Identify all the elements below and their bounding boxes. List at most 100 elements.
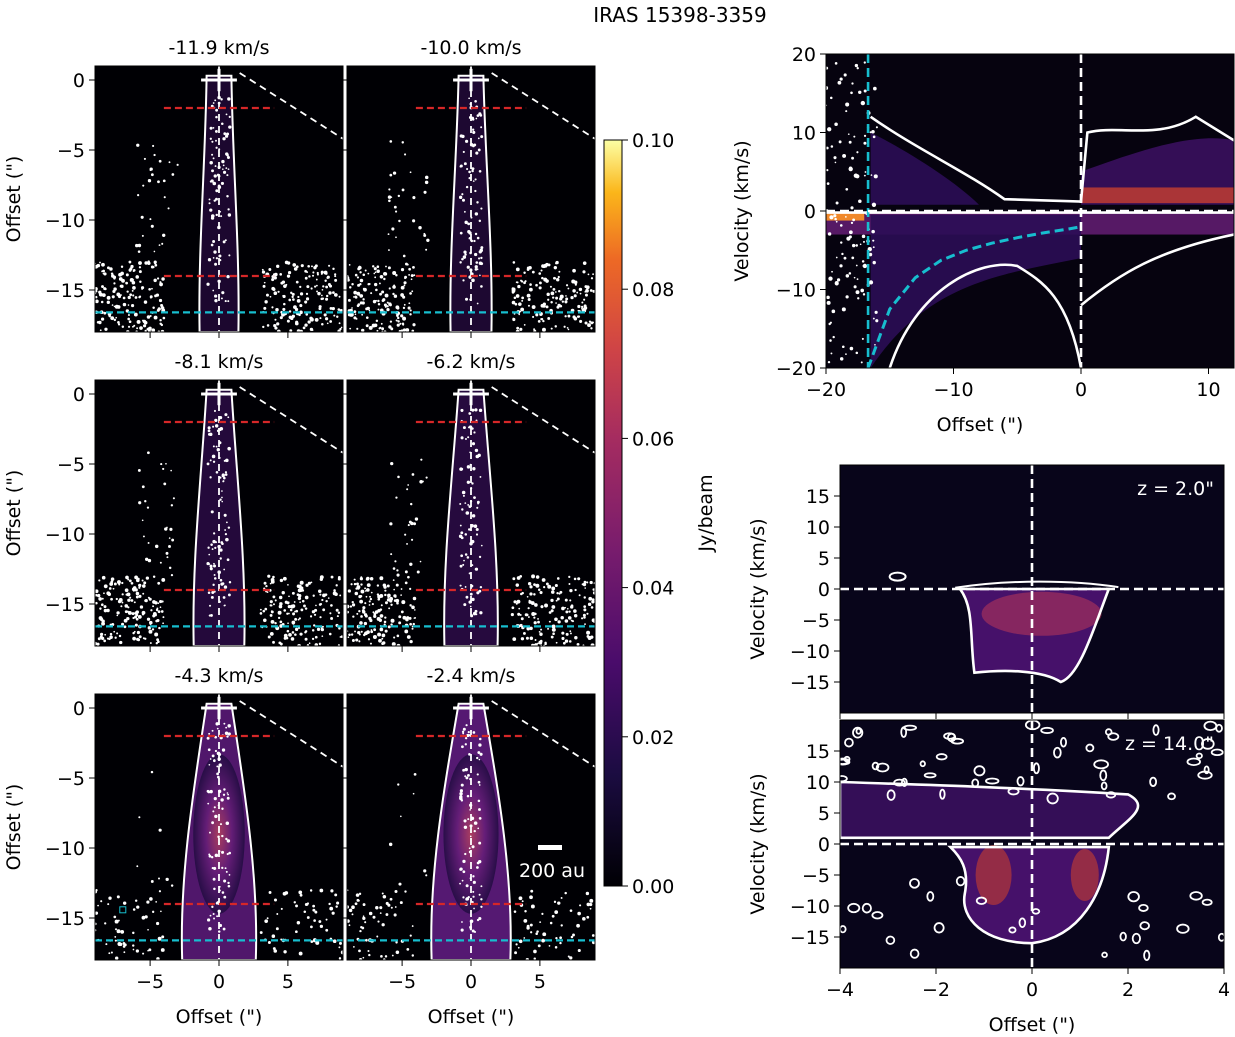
noise-contour xyxy=(365,316,369,319)
noise-contour xyxy=(314,285,317,288)
noise-contour xyxy=(261,268,264,271)
y-tick-label: 5 xyxy=(818,548,830,570)
noise-contour xyxy=(299,310,303,315)
noise-contour xyxy=(474,178,477,181)
noise-contour xyxy=(586,287,589,290)
noise-contour xyxy=(359,278,364,283)
noise-contour xyxy=(295,609,299,613)
noise-contour xyxy=(228,851,232,855)
noise-contour xyxy=(386,305,389,308)
y-tick-label: 0 xyxy=(73,384,85,406)
noise-contour xyxy=(364,587,367,590)
noise-contour xyxy=(221,850,225,854)
noise-contour xyxy=(369,595,371,598)
noise-contour xyxy=(861,260,865,263)
noise-contour xyxy=(221,490,223,492)
noise-contour xyxy=(1046,792,1059,805)
noise-contour xyxy=(210,510,214,514)
noise-contour xyxy=(471,169,474,173)
noise-contour xyxy=(352,615,355,618)
noise-contour xyxy=(132,325,134,328)
noise-contour xyxy=(115,597,118,601)
noise-contour xyxy=(1143,949,1151,962)
noise-contour xyxy=(478,169,482,173)
noise-contour xyxy=(166,526,168,529)
noise-contour xyxy=(413,772,417,776)
noise-contour xyxy=(109,623,112,626)
noise-contour xyxy=(150,770,154,774)
noise-contour xyxy=(214,129,218,133)
colorbar-label: Jy/beam xyxy=(695,474,717,552)
noise-contour xyxy=(122,942,126,945)
noise-contour xyxy=(389,522,393,526)
noise-contour xyxy=(354,273,358,277)
noise-contour xyxy=(411,473,415,476)
noise-contour xyxy=(458,195,463,200)
noise-contour xyxy=(132,948,135,951)
noise-contour xyxy=(286,274,291,278)
noise-contour xyxy=(147,542,150,544)
noise-contour xyxy=(393,913,397,917)
noise-contour xyxy=(475,151,479,155)
noise-contour xyxy=(147,451,150,455)
noise-contour xyxy=(213,574,216,576)
noise-contour xyxy=(299,580,304,585)
noise-contour xyxy=(359,271,362,274)
noise-contour xyxy=(279,602,283,606)
noise-contour xyxy=(171,538,175,542)
noise-contour xyxy=(478,841,482,845)
noise-contour xyxy=(337,329,341,332)
noise-contour xyxy=(219,823,223,826)
noise-contour xyxy=(385,913,389,916)
noise-contour xyxy=(350,583,353,586)
noise-contour xyxy=(542,265,546,269)
noise-contour xyxy=(389,140,393,143)
noise-contour xyxy=(211,454,216,459)
noise-contour xyxy=(412,596,417,601)
noise-contour xyxy=(150,173,154,177)
noise-contour xyxy=(592,588,595,591)
noise-contour xyxy=(165,551,169,555)
noise-contour xyxy=(213,577,217,580)
noise-contour xyxy=(225,726,228,729)
noise-contour xyxy=(471,118,475,121)
noise-contour xyxy=(515,281,518,284)
noise-contour xyxy=(1167,792,1176,801)
noise-contour xyxy=(131,289,134,292)
noise-contour xyxy=(268,268,272,271)
noise-contour xyxy=(143,324,147,328)
noise-contour xyxy=(162,233,166,237)
noise-contour xyxy=(135,591,140,596)
noise-contour xyxy=(583,608,587,612)
noise-contour xyxy=(583,306,588,310)
noise-contour xyxy=(586,902,591,907)
noise-contour xyxy=(533,616,536,619)
y-tick-label: −15 xyxy=(45,280,85,302)
noise-contour xyxy=(856,278,859,281)
noise-contour xyxy=(320,270,324,274)
noise-contour xyxy=(214,262,218,266)
noise-contour xyxy=(462,859,466,864)
noise-contour xyxy=(168,161,171,164)
noise-contour xyxy=(391,227,395,231)
noise-contour xyxy=(424,180,429,185)
noise-contour xyxy=(362,298,365,301)
noise-contour xyxy=(376,329,379,332)
noise-contour xyxy=(478,859,482,864)
noise-contour xyxy=(336,901,340,905)
noise-contour xyxy=(331,911,335,915)
noise-contour xyxy=(142,319,147,324)
noise-contour xyxy=(296,298,301,303)
noise-contour xyxy=(459,584,462,587)
noise-contour xyxy=(560,897,563,899)
noise-contour xyxy=(207,433,211,436)
noise-contour xyxy=(336,615,339,618)
noise-contour xyxy=(291,314,296,318)
noise-contour xyxy=(479,612,482,615)
noise-contour xyxy=(521,591,524,595)
noise-contour xyxy=(402,615,407,620)
noise-contour xyxy=(212,912,215,915)
noise-contour xyxy=(411,605,415,610)
noise-contour xyxy=(570,632,572,635)
noise-contour xyxy=(459,564,463,568)
